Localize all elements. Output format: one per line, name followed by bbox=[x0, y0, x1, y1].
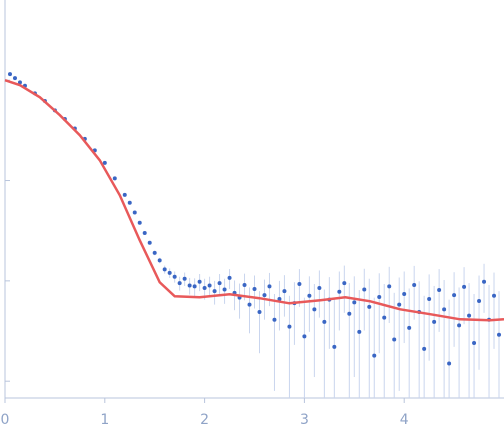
data-point bbox=[357, 329, 362, 334]
data-point bbox=[212, 289, 217, 294]
data-point bbox=[337, 289, 342, 294]
data-point bbox=[7, 72, 12, 77]
data-point bbox=[312, 307, 317, 312]
data-point bbox=[447, 361, 452, 366]
data-point bbox=[287, 324, 292, 329]
data-point bbox=[332, 344, 337, 349]
data-point bbox=[317, 285, 322, 290]
data-point bbox=[182, 276, 187, 281]
data-point bbox=[262, 293, 267, 298]
data-point bbox=[397, 302, 402, 307]
data-point bbox=[102, 160, 107, 165]
fit-line bbox=[4, 79, 504, 322]
x-tick-label: 4 bbox=[400, 412, 409, 428]
data-point bbox=[122, 192, 127, 197]
data-point bbox=[162, 267, 167, 272]
data-point bbox=[277, 296, 282, 301]
data-point bbox=[197, 279, 202, 284]
data-point bbox=[372, 353, 377, 358]
data-point bbox=[217, 281, 222, 286]
data-point bbox=[307, 293, 312, 298]
data-point bbox=[12, 76, 17, 81]
data-point bbox=[247, 302, 252, 307]
data-point bbox=[377, 295, 382, 300]
data-point bbox=[157, 258, 162, 263]
data-point bbox=[207, 283, 212, 288]
data-point bbox=[17, 80, 22, 85]
data-point bbox=[132, 210, 137, 215]
data-point bbox=[497, 332, 502, 337]
data-point bbox=[427, 296, 432, 301]
data-point bbox=[347, 311, 352, 316]
x-tick-label: 3 bbox=[300, 412, 309, 428]
data-point bbox=[192, 284, 197, 289]
data-point bbox=[267, 284, 272, 289]
data-point bbox=[322, 319, 327, 324]
data-point bbox=[152, 250, 157, 255]
data-point bbox=[242, 282, 247, 287]
data-point bbox=[227, 275, 232, 280]
data-point bbox=[147, 240, 152, 245]
data-point bbox=[297, 282, 302, 287]
data-point bbox=[187, 283, 192, 288]
data-point bbox=[257, 309, 262, 314]
x-tick-label: 1 bbox=[100, 412, 109, 428]
data-point bbox=[342, 281, 347, 286]
data-point bbox=[362, 287, 367, 292]
data-point bbox=[167, 270, 172, 275]
data-point bbox=[462, 284, 467, 289]
data-point bbox=[477, 298, 482, 303]
data-point bbox=[407, 325, 412, 330]
data-point bbox=[142, 230, 147, 235]
data-point bbox=[412, 282, 417, 287]
data-point bbox=[472, 341, 477, 346]
data-point bbox=[402, 291, 407, 296]
data-point bbox=[392, 337, 397, 342]
data-point bbox=[467, 313, 472, 318]
data-point bbox=[272, 317, 277, 322]
data-point bbox=[352, 300, 357, 305]
data-point bbox=[457, 323, 462, 328]
data-point bbox=[137, 220, 142, 225]
data-point bbox=[437, 288, 442, 293]
x-tick-label: 0 bbox=[1, 412, 10, 428]
data-point bbox=[222, 287, 227, 292]
data-point bbox=[422, 346, 427, 351]
data-point bbox=[202, 285, 207, 290]
data-point bbox=[432, 319, 437, 324]
data-point bbox=[367, 304, 372, 309]
data-point bbox=[177, 281, 182, 286]
x-tick-label: 2 bbox=[200, 412, 209, 428]
data-point bbox=[127, 200, 132, 205]
data-point bbox=[382, 315, 387, 320]
data-point bbox=[442, 307, 447, 312]
data-point bbox=[452, 293, 457, 298]
data-point bbox=[252, 286, 257, 291]
data-point bbox=[492, 293, 497, 298]
data-point bbox=[112, 176, 117, 181]
data-point bbox=[387, 284, 392, 289]
data-point bbox=[282, 289, 287, 294]
data-point bbox=[482, 279, 487, 284]
data-point bbox=[172, 274, 177, 279]
data-point bbox=[302, 334, 307, 339]
